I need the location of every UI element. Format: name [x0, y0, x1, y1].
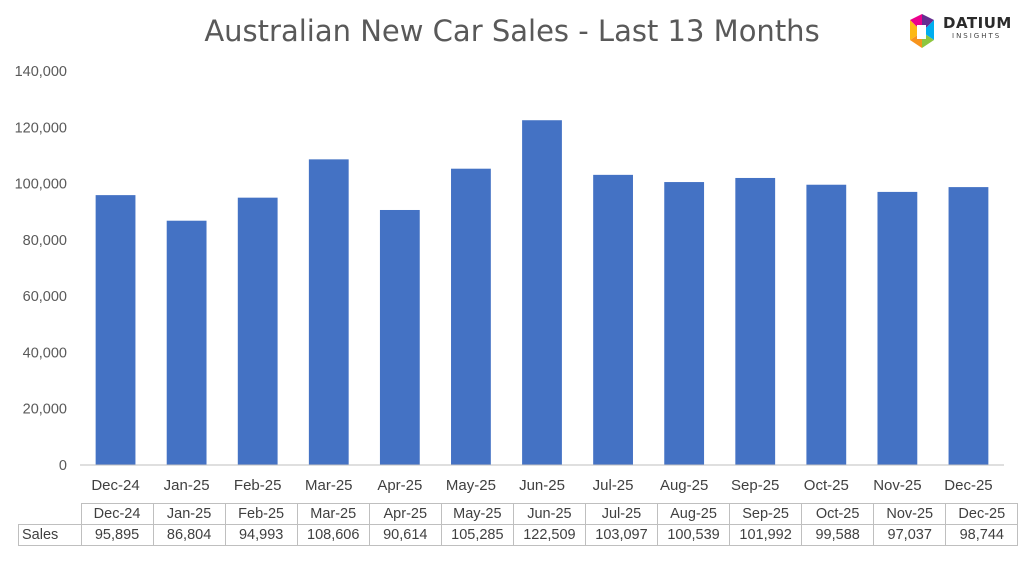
x-tick-label: Jan-25 [164, 477, 210, 494]
y-tick-label: 80,000 [23, 233, 67, 249]
data-table-row-label: Sales [18, 524, 82, 546]
data-table-header-cell: Mar-25 [296, 503, 370, 525]
x-tick-label: Jul-25 [593, 477, 634, 494]
bar-dec-25 [948, 187, 989, 465]
datium-logo: DATIUM INSIGHTS [906, 12, 1016, 52]
data-table-value-cell: 99,588 [801, 524, 875, 546]
bar-jul-25 [593, 174, 633, 465]
data-table-header-cell: Jun-25 [512, 503, 586, 525]
data-table-value-cell: 100,539 [656, 524, 731, 546]
data-table-header-cell: Oct-25 [801, 503, 875, 525]
data-table-value-cell: 95,895 [80, 524, 154, 546]
x-tick-label: Dec-25 [944, 477, 992, 494]
y-tick-label: 40,000 [23, 345, 67, 361]
data-table-value-cell: 108,606 [296, 524, 370, 546]
bar-nov-25 [877, 191, 918, 465]
datium-logo-icon [910, 14, 934, 48]
data-table-header-row: Dec-24 Jan-25 Feb-25 Mar-25 Apr-25 May-25 Jun-… [18, 503, 1019, 525]
data-table-value-cell: 105,285 [440, 524, 514, 546]
bar-may-25 [451, 168, 491, 465]
x-tick-label: Nov-25 [873, 477, 921, 494]
data-table-value-cell: 98,744 [945, 524, 1019, 546]
data-table-header-cell: Jul-25 [584, 503, 659, 525]
data-table-header-cell: Jan-25 [152, 503, 226, 525]
data-table-values-row: Sales 95,895 86,804 94,993 108,606 90,614 105… [18, 524, 1019, 546]
data-table-value-cell: 97,037 [873, 524, 947, 546]
x-tick-label: May-25 [446, 477, 496, 494]
x-tick-label: Oct-25 [804, 477, 849, 494]
data-table-corner [18, 503, 82, 525]
x-tick-label: Apr-25 [377, 477, 422, 494]
data-table-header-cell: Apr-25 [368, 503, 442, 525]
x-tick-label: Mar-25 [305, 477, 353, 494]
data-table-value-cell: 103,097 [584, 524, 659, 546]
data-table-header-cell: May-25 [440, 503, 514, 525]
x-tick-label: Sep-25 [731, 477, 779, 494]
x-axis-labels: Dec-24 Jan-25 Feb-25 Mar-25 Apr-25 May-25 Jun-… [91, 477, 992, 494]
x-tick-label: Feb-25 [234, 477, 282, 494]
x-tick-label: Jun-25 [519, 477, 565, 494]
bar-aug-25 [664, 182, 705, 465]
x-tick-label: Dec-24 [91, 477, 139, 494]
data-table-header-cell: Dec-24 [80, 503, 154, 525]
bar-apr-25 [379, 209, 420, 465]
bars [95, 120, 989, 466]
logo-subtitle: INSIGHTS [952, 32, 1002, 40]
y-tick-label: 20,000 [23, 402, 67, 418]
y-axis-labels: 0 20,000 40,000 60,000 80,000 100,000 120,000 1… [15, 64, 67, 474]
bar-dec-24 [95, 195, 136, 465]
data-table-value-cell: 94,993 [224, 524, 298, 546]
y-tick-label: 60,000 [23, 289, 67, 305]
data-table-value-cell: 101,992 [729, 524, 803, 546]
data-table-header-cell: Aug-25 [656, 503, 731, 525]
data-table-header-cell: Nov-25 [873, 503, 947, 525]
bar-jan-25 [166, 220, 207, 465]
data-table-value-cell: 86,804 [152, 524, 226, 546]
y-tick-label: 0 [59, 458, 67, 474]
data-table-header-cell: Feb-25 [224, 503, 298, 525]
logo-name: DATIUM [943, 14, 1012, 32]
bar-mar-25 [308, 159, 349, 465]
data-table-value-cell: 122,509 [512, 524, 586, 546]
chart-title: Australian New Car Sales - Last 13 Month… [204, 14, 820, 48]
y-tick-label: 120,000 [15, 120, 67, 136]
bar-oct-25 [806, 184, 847, 466]
data-table-header-cell: Sep-25 [729, 503, 803, 525]
bar-chart: 0 20,000 40,000 60,000 80,000 100,000 120,000 1… [15, 64, 1004, 494]
bar-sep-25 [735, 177, 776, 465]
data-table-header-cell: Dec-25 [945, 503, 1019, 525]
y-tick-label: 100,000 [15, 177, 67, 193]
bar-feb-25 [237, 197, 278, 466]
x-tick-label: Aug-25 [660, 477, 708, 494]
y-tick-label: 140,000 [15, 64, 67, 80]
bar-jun-25 [522, 120, 562, 465]
data-table: Dec-24 Jan-25 Feb-25 Mar-25 Apr-25 May-25 Jun-… [18, 503, 1019, 546]
data-table-value-cell: 90,614 [368, 524, 442, 546]
